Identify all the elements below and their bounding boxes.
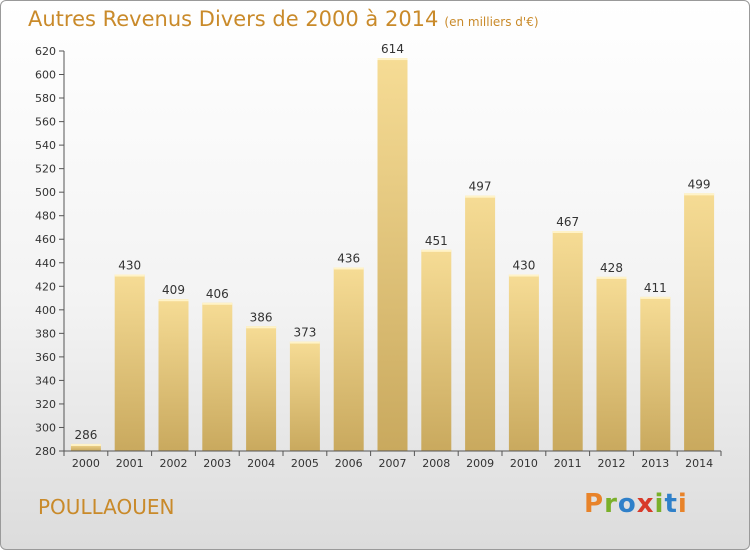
y-tick-label: 320 xyxy=(35,398,56,411)
bar[interactable] xyxy=(596,276,627,451)
bar-value-label: 436 xyxy=(337,251,360,265)
bar[interactable] xyxy=(508,274,539,451)
bar-value-label: 430 xyxy=(512,259,535,273)
bar[interactable] xyxy=(333,267,364,451)
x-tick-label: 2003 xyxy=(203,457,231,470)
bar[interactable] xyxy=(246,326,277,451)
bar[interactable] xyxy=(684,193,715,451)
y-tick-label: 480 xyxy=(35,210,56,223)
bar-top-highlight xyxy=(202,302,233,305)
x-tick-label: 2004 xyxy=(247,457,275,470)
x-tick-label: 2011 xyxy=(554,457,582,470)
x-tick-label: 2008 xyxy=(422,457,450,470)
chart-title-main: Autres Revenus Divers de 2000 à 2014 xyxy=(28,7,439,31)
bar[interactable] xyxy=(421,249,452,451)
x-tick-label: 2006 xyxy=(335,457,363,470)
x-tick-label: 2000 xyxy=(72,457,100,470)
bar-value-label: 430 xyxy=(118,259,141,273)
y-tick-label: 300 xyxy=(35,421,56,434)
bar-value-label: 406 xyxy=(206,287,229,301)
y-tick-label: 380 xyxy=(35,327,56,340)
y-tick-label: 600 xyxy=(35,69,56,82)
y-tick-label: 500 xyxy=(35,186,56,199)
bar-value-label: 614 xyxy=(381,42,404,56)
bar-top-highlight xyxy=(114,274,145,277)
bar[interactable] xyxy=(465,195,496,451)
bar-value-label: 411 xyxy=(644,281,667,295)
bar[interactable] xyxy=(289,341,320,451)
bar-value-label: 467 xyxy=(556,215,579,229)
bar[interactable] xyxy=(552,231,583,451)
bar[interactable] xyxy=(158,299,189,451)
bar-top-highlight xyxy=(552,231,583,233)
y-tick-label: 560 xyxy=(35,116,56,129)
bar-top-highlight xyxy=(70,443,101,446)
y-tick-label: 540 xyxy=(35,139,56,152)
bar-value-label: 497 xyxy=(469,180,492,194)
place-name: POULLAOUEN xyxy=(38,495,175,519)
bar-top-highlight xyxy=(158,299,189,302)
bar-top-highlight xyxy=(333,267,364,270)
bar[interactable] xyxy=(70,443,101,451)
bar-top-highlight xyxy=(465,195,496,198)
logo-letter: x xyxy=(636,489,655,519)
bar[interactable] xyxy=(640,296,671,451)
bar[interactable] xyxy=(202,302,233,451)
bar-value-label: 286 xyxy=(74,428,97,442)
chart-title: Autres Revenus Divers de 2000 à 2014 (en … xyxy=(28,7,539,31)
bar-value-label: 428 xyxy=(600,261,623,275)
bar[interactable] xyxy=(114,274,145,451)
y-tick-label: 460 xyxy=(35,233,56,246)
bar-value-label: 409 xyxy=(162,283,185,297)
chart-title-unit: (en milliers d'€) xyxy=(444,15,539,29)
x-tick-label: 2002 xyxy=(160,457,188,470)
y-tick-label: 400 xyxy=(35,304,56,317)
x-tick-label: 2010 xyxy=(510,457,538,470)
bar-top-highlight xyxy=(246,326,277,329)
x-tick-label: 2013 xyxy=(641,457,669,470)
logo-letter: r xyxy=(604,489,618,519)
y-tick-label: 420 xyxy=(35,280,56,293)
x-tick-label: 2009 xyxy=(466,457,494,470)
bar-top-highlight xyxy=(684,193,715,196)
x-tick-label: 2014 xyxy=(685,457,713,470)
y-tick-label: 620 xyxy=(35,45,56,58)
y-tick-label: 280 xyxy=(35,445,56,458)
x-tick-label: 2007 xyxy=(379,457,407,470)
x-tick-label: 2001 xyxy=(116,457,144,470)
y-tick-label: 580 xyxy=(35,92,56,105)
y-tick-label: 520 xyxy=(35,163,56,176)
x-tick-label: 2012 xyxy=(598,457,626,470)
bar-top-highlight xyxy=(596,276,627,279)
y-tick-label: 340 xyxy=(35,374,56,387)
y-tick-label: 440 xyxy=(35,257,56,270)
logo-letter: o xyxy=(617,489,637,519)
bar-top-highlight xyxy=(377,58,408,61)
logo-letter: i xyxy=(654,489,665,519)
logo-letter: P xyxy=(584,489,605,519)
logo-letter: t xyxy=(664,489,678,519)
x-tick-label: 2005 xyxy=(291,457,319,470)
bar-top-highlight xyxy=(508,274,539,277)
bar-value-label: 499 xyxy=(688,177,711,191)
bar-value-label: 451 xyxy=(425,234,448,248)
proxiti-logo[interactable]: Proxiti xyxy=(584,489,688,519)
bar[interactable] xyxy=(377,58,408,451)
bar-top-highlight xyxy=(289,341,320,344)
y-tick-label: 360 xyxy=(35,351,56,364)
bar-top-highlight xyxy=(421,249,452,252)
logo-letter: i xyxy=(677,489,688,519)
bar-value-label: 373 xyxy=(293,326,316,340)
bar-value-label: 386 xyxy=(250,310,273,324)
bar-top-highlight xyxy=(640,296,671,299)
